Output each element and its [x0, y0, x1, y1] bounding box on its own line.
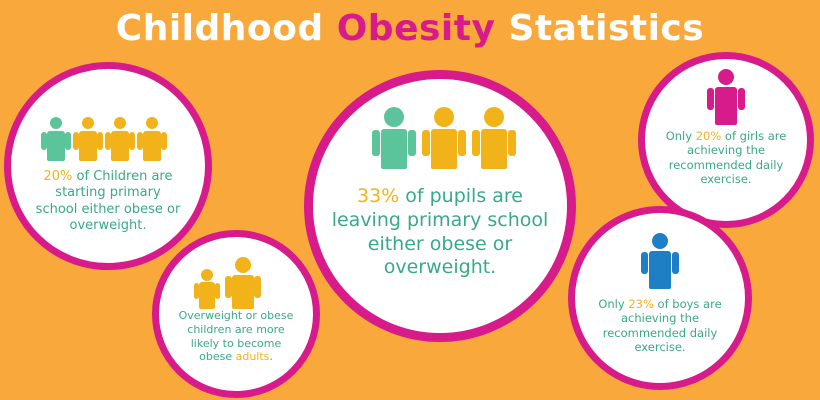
stat-prefix: Only	[665, 129, 696, 143]
person-icon	[472, 107, 516, 169]
stat-circle-adults: Overweight or obese children are more li…	[152, 230, 320, 398]
stat-circle-pupils-33: 33% of pupils are leaving primary school…	[304, 70, 576, 342]
title-accent-word: Obesity	[336, 8, 496, 49]
stat-adults-text: Overweight or obese children are more li…	[173, 309, 299, 364]
stat-boys-text: Only 23% of boys are achieving the recom…	[589, 297, 731, 355]
stat-highlight: 20%	[695, 129, 722, 143]
stat-highlight: adults	[235, 350, 270, 364]
stat-highlight: 20%	[43, 169, 73, 184]
person-icon	[641, 233, 679, 289]
person-icon	[137, 117, 167, 161]
girl-figure	[707, 69, 745, 125]
person-icon	[105, 117, 135, 161]
person-icon	[707, 69, 745, 125]
stat-pupils-text: 33% of pupils are leaving primary school…	[329, 185, 551, 280]
children-figures	[41, 117, 167, 161]
stat-circle-children-20: 20% of Children are starting primary sch…	[4, 62, 212, 270]
stat-children-text: 20% of Children are starting primary sch…	[35, 169, 181, 234]
boy-figure	[641, 233, 679, 289]
stat-prefix: Only	[598, 297, 629, 311]
person-icon	[225, 257, 261, 309]
stat-highlight: 33%	[356, 185, 400, 207]
stat-body: of girls are achieving the recommended d…	[668, 129, 787, 187]
stat-body: Overweight or obese children are more li…	[178, 309, 294, 364]
person-icon	[41, 117, 71, 161]
page-title: Childhood Obesity Statistics	[0, 8, 820, 49]
stat-highlight: 23%	[628, 297, 654, 311]
stat-body: of pupils are leaving primary school eit…	[331, 185, 549, 279]
stat-body: of Children are starting primary school …	[35, 169, 181, 233]
person-icon	[422, 107, 466, 169]
stat-tail: .	[269, 350, 273, 364]
adult-child-figures	[194, 257, 261, 309]
stat-circle-girls: Only 20% of girls are achieving the reco…	[638, 52, 814, 228]
person-icon	[194, 269, 220, 309]
pupils-figures	[372, 107, 516, 169]
title-part-3: Statistics	[495, 8, 705, 49]
title-part-1: Childhood	[115, 8, 337, 49]
person-icon	[73, 117, 103, 161]
stat-body: of boys are achieving the recommended da…	[602, 297, 722, 355]
stat-circle-boys: Only 23% of boys are achieving the recom…	[568, 206, 752, 390]
person-icon	[372, 107, 416, 169]
stat-girls-text: Only 20% of girls are achieving the reco…	[661, 129, 791, 187]
